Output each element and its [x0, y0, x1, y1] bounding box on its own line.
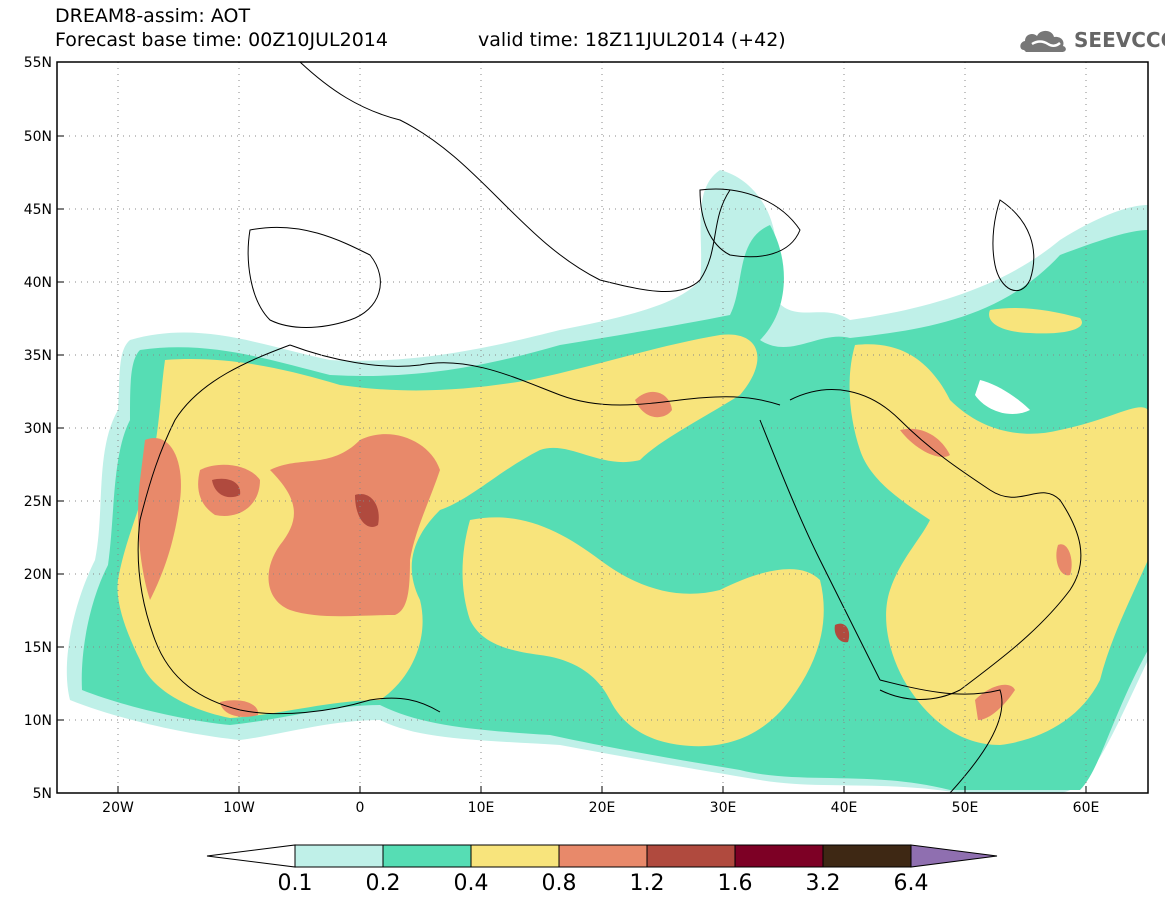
colorbar	[206, 844, 998, 868]
aot-band-0-4-central	[462, 517, 824, 747]
colorbar-cell	[646, 844, 736, 868]
coastline-red-sea	[759, 419, 881, 681]
colorbar-label: 0.8	[541, 871, 577, 896]
lon-tick-labels: 20W 10W 0 10E 20E 30E 40E 50E 60E	[102, 800, 1099, 816]
forecast-base-time: Forecast base time: 00Z10JUL2014	[55, 29, 388, 51]
lat-tick-labels: 55N 50N 45N 40N 35N 30N 25N 20N 15N 10N …	[24, 55, 52, 802]
coastline-horn	[879, 679, 1003, 793]
lat-tick-label: 35N	[24, 348, 52, 364]
lon-tick-label: 10E	[468, 800, 495, 816]
colorbar-cell	[822, 844, 912, 868]
aot-band-0-8-sahel	[220, 700, 259, 717]
tick-marks	[57, 61, 1087, 794]
aot-band-0-8-north-africa	[138, 438, 181, 600]
lon-tick-label: 30E	[710, 800, 737, 816]
colorbar-label: 0.1	[277, 871, 313, 896]
colorbar-cell	[910, 844, 998, 868]
map-title: DREAM8-assim: AOT	[55, 5, 251, 27]
lon-tick-label: 20W	[102, 800, 134, 816]
aot-band-1-2-eritrea	[834, 623, 850, 643]
aot-band-0-8-libya	[635, 391, 672, 418]
aot-field	[66, 170, 1148, 793]
aot-band-1-2-sahara	[355, 494, 379, 527]
lat-tick-label: 15N	[24, 640, 52, 656]
coastline-caspian	[992, 199, 1035, 292]
lon-tick-label: 0	[356, 800, 365, 816]
lat-tick-label: 25N	[24, 494, 52, 510]
colorbar-label: 0.2	[365, 871, 401, 896]
lat-tick-label: 55N	[24, 55, 52, 71]
lat-tick-label: 5N	[33, 786, 52, 802]
coastline-iberia-africa	[137, 226, 441, 715]
coastline-black-sea	[699, 188, 801, 258]
colorbar-label: 0.4	[453, 871, 489, 896]
aot-band-1-2-mauritania	[212, 478, 241, 498]
lon-tick-label: 50E	[952, 800, 979, 816]
lat-tick-label: 20N	[24, 567, 52, 583]
lat-tick-label: 45N	[24, 202, 52, 218]
logo-text: SEEVCCC	[1074, 28, 1165, 52]
lat-tick-label: 50N	[24, 129, 52, 145]
coastline-mediterranean	[289, 344, 781, 406]
colorbar-label: 6.4	[893, 871, 929, 896]
valid-time: valid time: 18Z11JUL2014 (+42)	[478, 29, 786, 51]
colorbar-cell	[382, 844, 472, 868]
aot-band-0-4-west	[117, 334, 758, 718]
lat-tick-label: 30N	[24, 421, 52, 437]
colorbar-cell	[470, 844, 560, 868]
coastlines	[137, 62, 1082, 793]
lon-tick-label: 10W	[223, 800, 255, 816]
seevccc-logo: SEEVCCC	[1018, 24, 1165, 56]
lat-tick-label: 10N	[24, 713, 52, 729]
lon-tick-label: 40E	[831, 800, 858, 816]
lon-tick-label: 60E	[1073, 800, 1100, 816]
aot-band-0-4-caspian	[989, 307, 1082, 334]
aot-band-0-8-somalia	[975, 684, 1015, 720]
lat-tick-label: 40N	[24, 275, 52, 291]
colorbar-cell	[206, 844, 296, 868]
colorbar-label: 1.2	[629, 871, 665, 896]
cloud-icon	[1020, 30, 1066, 52]
colorbar-label: 3.2	[805, 871, 841, 896]
lon-tick-label: 20E	[589, 800, 616, 816]
aot-band-clear-east	[975, 380, 1030, 415]
coastline-europe	[299, 62, 731, 292]
aot-band-0-8-oman	[1056, 544, 1072, 576]
colorbar-label: 1.6	[717, 871, 753, 896]
colorbar-cell	[734, 844, 824, 868]
colorbar-cell	[558, 844, 648, 868]
aot-band-0-8-sahara	[268, 434, 440, 617]
colorbar-cell	[294, 844, 384, 868]
coastline-arabia	[789, 389, 1082, 700]
